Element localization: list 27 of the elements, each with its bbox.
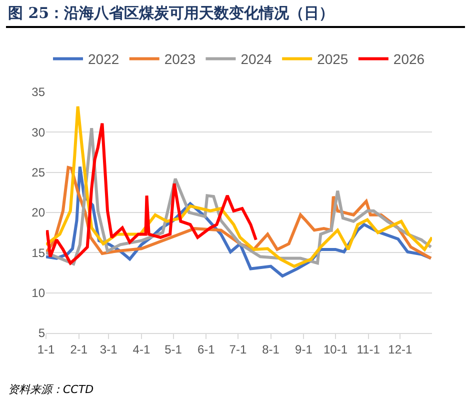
legend-label: 2025 (317, 51, 348, 68)
y-tick-label: 10 (32, 286, 46, 300)
y-tick-label: 20 (32, 206, 46, 220)
line-series (46, 122, 258, 265)
y-tick-label: 35 (32, 85, 46, 100)
x-tick-label: 10-1 (323, 342, 348, 356)
x-tick-label: 7-1 (229, 342, 247, 356)
chart-title: 图 25：沿海八省区煤炭可用天数变化情况（日） (6, 0, 465, 28)
x-tick-label: 2-1 (70, 342, 88, 356)
legend-label: 2023 (164, 51, 196, 68)
text: 资料来源：CCTD (7, 382, 95, 398)
x-tick-label: 8-1 (262, 342, 280, 356)
x-tick-label: 11-1 (356, 342, 380, 356)
x-tick-label: 5-1 (164, 342, 182, 356)
x-tick-label: 9-1 (295, 342, 313, 356)
x-tick-label: 12-1 (388, 342, 413, 356)
x-tick-label: 3-1 (100, 342, 118, 356)
legend-label: 2024 (240, 51, 272, 68)
y-tick-label: 30 (32, 125, 46, 140)
x-tick-label: 1-1 (37, 342, 55, 356)
y-tick-label: 15 (32, 246, 46, 260)
legend-label: 2026 (393, 51, 425, 68)
y-tick-label: 5 (38, 326, 46, 340)
y-tick-label: 25 (32, 166, 46, 180)
x-tick-label: 4-1 (132, 342, 150, 356)
legend-label: 2022 (88, 51, 120, 68)
x-tick-label: 6-1 (197, 342, 216, 356)
